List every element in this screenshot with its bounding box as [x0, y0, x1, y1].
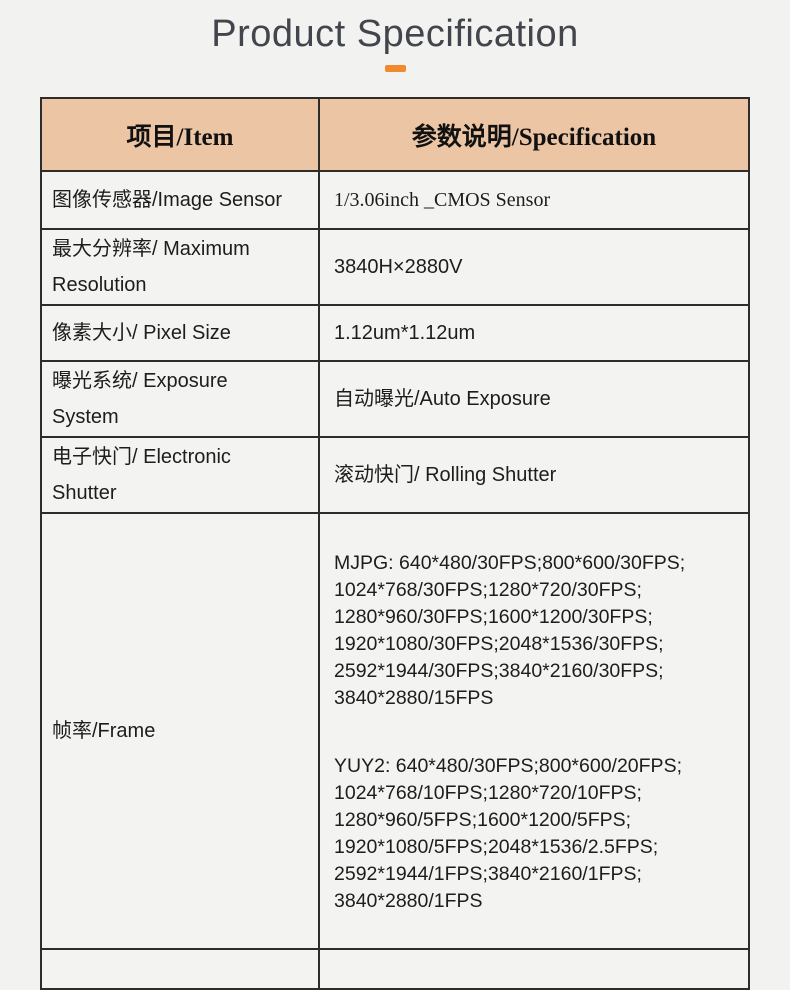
- spec-cell-exposure-system: 自动曝光/Auto Exposure: [318, 360, 750, 438]
- table-row: 像素大小/ Pixel Size 1.12um*1.12um: [40, 304, 750, 362]
- table-row: 最大分辨率/ Maximum Resolution 3840H×2880V: [40, 228, 750, 306]
- item-cell-image-sensor: 图像传感器/Image Sensor: [40, 170, 320, 230]
- table-row: 曝光系统/ Exposure System 自动曝光/Auto Exposure: [40, 360, 750, 438]
- item-cell-electronic-shutter: 电子快门/ Electronic Shutter: [40, 436, 320, 514]
- spec-cell-partial: [318, 948, 750, 990]
- item-cell-frame-rate: 帧率/Frame: [40, 512, 320, 950]
- item-cell-exposure-system: 曝光系统/ Exposure System: [40, 360, 320, 438]
- header-cell-spec: 参数说明/Specification: [318, 97, 750, 172]
- frame-rate-mjpg-list: MJPG: 640*480/30FPS;800*600/30FPS; 1024*…: [334, 552, 686, 709]
- table-row: 电子快门/ Electronic Shutter 滚动快门/ Rolling S…: [40, 436, 750, 514]
- spec-cell-max-resolution: 3840H×2880V: [318, 228, 750, 306]
- spec-cell-pixel-size: 1.12um*1.12um: [318, 304, 750, 362]
- title-accent-bar: [384, 65, 406, 72]
- spec-cell-image-sensor: 1/3.06inch _CMOS Sensor: [318, 170, 750, 230]
- table-row-partial: [40, 948, 750, 990]
- table-header-row: 项目/Item 参数说明/Specification: [40, 97, 750, 172]
- page-header: Product Specification: [0, 0, 790, 72]
- table-row: 帧率/Frame MJPG: 640*480/30FPS;800*600/30F…: [40, 512, 750, 950]
- item-cell-partial: [40, 948, 320, 990]
- spec-table: 项目/Item 参数说明/Specification 图像传感器/Image S…: [40, 97, 750, 990]
- header-cell-item: 项目/Item: [40, 97, 320, 172]
- spec-cell-electronic-shutter: 滚动快门/ Rolling Shutter: [318, 436, 750, 514]
- item-cell-pixel-size: 像素大小/ Pixel Size: [40, 304, 320, 362]
- page-title: Product Specification: [211, 13, 579, 55]
- item-cell-max-resolution: 最大分辨率/ Maximum Resolution: [40, 228, 320, 306]
- spec-cell-frame-rate: MJPG: 640*480/30FPS;800*600/30FPS; 1024*…: [318, 512, 750, 950]
- table-row: 图像传感器/Image Sensor 1/3.06inch _CMOS Sens…: [40, 170, 750, 230]
- frame-rate-yuy2-list: YUY2: 640*480/30FPS;800*600/20FPS; 1024*…: [334, 755, 682, 912]
